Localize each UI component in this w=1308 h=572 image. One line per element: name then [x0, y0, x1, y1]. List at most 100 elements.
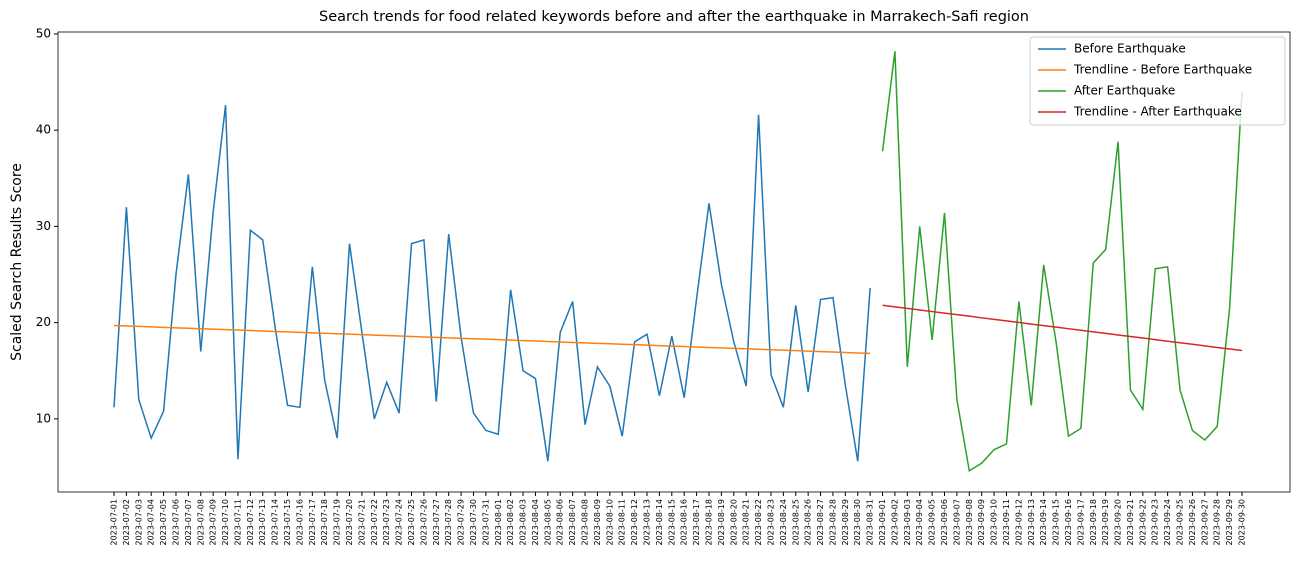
x-tick-label: 2023-09-09	[977, 499, 986, 546]
x-tick-label: 2023-09-24	[1163, 499, 1172, 546]
x-tick-label: 2023-07-10	[221, 499, 230, 546]
x-tick-label: 2023-07-14	[271, 499, 280, 546]
x-tick-label: 2023-07-25	[407, 499, 416, 546]
x-tick-label: 2023-09-16	[1064, 499, 1073, 546]
x-tick-label: 2023-08-03	[519, 499, 528, 546]
x-tick-label: 2023-08-07	[568, 499, 577, 546]
x-tick-label: 2023-07-16	[295, 499, 304, 546]
series-line	[113, 324, 871, 355]
y-tick-label: 30	[36, 219, 51, 233]
x-tick-label: 2023-09-06	[940, 499, 949, 546]
x-tick-label: 2023-08-28	[828, 499, 837, 546]
x-tick-label: 2023-07-06	[171, 499, 180, 546]
x-tick-label: 2023-09-01	[878, 499, 887, 546]
x-tick-label: 2023-07-22	[370, 499, 379, 546]
x-tick-label: 2023-08-20	[729, 499, 738, 546]
x-tick-label: 2023-07-12	[246, 499, 255, 546]
x-tick-label: 2023-08-06	[556, 499, 565, 546]
y-tick-label: 10	[36, 411, 51, 425]
x-tick-label: 2023-07-15	[283, 499, 292, 546]
legend-box	[1029, 36, 1286, 126]
x-tick-label: 2023-08-23	[766, 499, 775, 546]
x-tick-label: 2023-08-27	[816, 499, 825, 546]
x-tick-label: 2023-07-01	[110, 499, 119, 546]
x-tick-label: 2023-09-22	[1138, 499, 1147, 546]
x-tick-label: 2023-07-29	[457, 499, 466, 546]
x-tick-label: 2023-07-11	[233, 499, 242, 546]
x-tick-label: 2023-08-18	[704, 499, 713, 546]
x-tick-label: 2023-09-11	[1002, 499, 1011, 546]
x-tick-label: 2023-07-23	[382, 499, 391, 546]
x-tick-label: 2023-08-24	[779, 499, 788, 546]
x-tick-label: 2023-08-10	[605, 499, 614, 546]
x-tick-label: 2023-07-31	[481, 499, 490, 546]
x-tick-label: 2023-07-05	[159, 499, 168, 546]
x-tick-label: 2023-07-30	[469, 499, 478, 546]
x-tick-label: 2023-07-02	[122, 499, 131, 546]
x-tick-label: 2023-09-25	[1176, 499, 1185, 546]
plot-frame	[57, 31, 1291, 493]
x-tick-label: 2023-09-28	[1213, 499, 1222, 546]
x-tick-label: 2023-09-20	[1114, 499, 1123, 546]
x-tick-label: 2023-09-19	[1101, 499, 1110, 546]
x-tick-label: 2023-07-20	[345, 499, 354, 546]
chart-title: Search trends for food related keywords …	[319, 9, 1029, 25]
x-tick-label: 2023-07-19	[333, 499, 342, 546]
x-tick-label: 2023-07-03	[134, 499, 143, 546]
x-tick-label: 2023-09-27	[1200, 499, 1209, 546]
y-tick-label: 20	[36, 315, 51, 329]
y-tick-label: 40	[36, 123, 51, 137]
x-tick-label: 2023-09-21	[1126, 499, 1135, 546]
x-tick-label: 2023-08-04	[531, 499, 540, 546]
x-tick-label: 2023-09-04	[915, 499, 924, 546]
y-axis-label: Scaled Search Results Score	[9, 163, 25, 361]
x-tick-label: 2023-08-29	[841, 499, 850, 546]
x-tick-label: 2023-09-23	[1151, 499, 1160, 546]
x-tick-label: 2023-09-29	[1225, 499, 1234, 546]
series-line	[113, 105, 871, 462]
x-tick-label: 2023-08-31	[866, 499, 875, 546]
x-tick-label: 2023-07-07	[184, 499, 193, 546]
x-tick-label: 2023-09-07	[952, 499, 961, 546]
x-tick-label: 2023-08-25	[791, 499, 800, 546]
x-tick-label: 2023-08-22	[754, 499, 763, 546]
x-tick-label: 2023-08-12	[630, 499, 639, 546]
x-tick-label: 2023-09-30	[1238, 499, 1247, 546]
x-tick-label: 2023-07-27	[432, 499, 441, 546]
x-tick-label: 2023-07-18	[320, 499, 329, 546]
x-tick-label: 2023-08-16	[680, 499, 689, 546]
x-tick-label: 2023-09-10	[990, 499, 999, 546]
x-tick-label: 2023-07-24	[395, 499, 404, 546]
x-tick-label: 2023-07-09	[209, 499, 218, 546]
series-line	[881, 51, 1243, 473]
x-tick-label: 2023-09-03	[903, 499, 912, 546]
x-tick-label: 2023-09-15	[1052, 499, 1061, 546]
x-tick-label: 2023-09-05	[928, 499, 937, 546]
x-tick-label: 2023-07-21	[357, 499, 366, 546]
x-tick-label: 2023-08-30	[853, 499, 862, 546]
x-tick-label: 2023-08-05	[543, 499, 552, 546]
legend-label: After Earthquake	[1074, 84, 1175, 98]
x-tick-label: 2023-07-28	[444, 499, 453, 546]
x-tick-label: 2023-09-18	[1089, 499, 1098, 546]
x-tick-label: 2023-08-15	[667, 499, 676, 546]
x-tick-label: 2023-09-14	[1039, 499, 1048, 546]
x-tick-label: 2023-09-08	[965, 499, 974, 546]
x-tick-label: 2023-08-19	[717, 499, 726, 546]
legend-label: Trendline - Before Earthquake	[1073, 63, 1252, 77]
legend-label: Before Earthquake	[1074, 42, 1186, 56]
legend-label: Trendline - After Earthquake	[1073, 105, 1242, 119]
x-tick-label: 2023-09-13	[1027, 499, 1036, 546]
x-tick-label: 2023-09-26	[1188, 499, 1197, 546]
x-tick-label: 2023-08-01	[494, 499, 503, 546]
x-tick-label: 2023-08-13	[643, 499, 652, 546]
x-tick-label: 2023-08-17	[692, 499, 701, 546]
x-tick-label: 2023-09-12	[1014, 499, 1023, 546]
x-tick-label: 2023-08-02	[506, 499, 515, 546]
x-tick-label: 2023-07-13	[258, 499, 267, 546]
x-tick-label: 2023-08-09	[593, 499, 602, 546]
x-tick-label: 2023-08-14	[655, 499, 664, 546]
x-tick-label: 2023-08-21	[742, 499, 751, 546]
x-tick-label: 2023-09-02	[890, 499, 899, 546]
